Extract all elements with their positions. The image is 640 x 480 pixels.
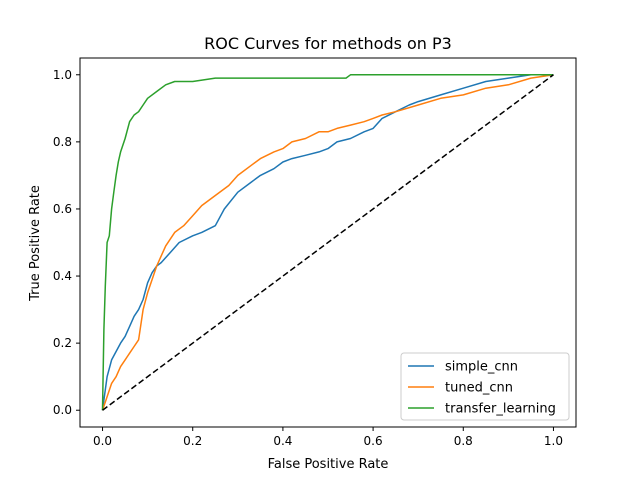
chart-title: ROC Curves for methods on P3 <box>204 34 452 53</box>
y-tick-label: 1.0 <box>53 68 72 82</box>
y-tick-label: 0.8 <box>53 135 72 149</box>
series-line-transfer-learning <box>101 74 554 411</box>
series-line-tuned-cnn <box>101 74 554 411</box>
y-tick-label: 0.2 <box>53 336 72 350</box>
legend-label: simple_cnn <box>445 360 518 375</box>
y-axis-label: True Positive Rate <box>28 185 43 302</box>
series-line-simple-cnn <box>101 74 554 411</box>
y-axis-ticks: 0.0 0.2 0.4 0.6 0.8 1.0 <box>53 68 80 417</box>
x-tick-label: 0.4 <box>273 434 292 448</box>
chance-diagonal-line <box>102 74 554 411</box>
y-tick-label: 0.0 <box>53 403 72 417</box>
x-axis-ticks: 0.0 0.2 0.4 0.6 0.8 1.0 <box>93 427 563 448</box>
plot-frame <box>79 57 577 428</box>
plot-lines <box>101 74 554 411</box>
x-tick-label: 0.2 <box>183 434 202 448</box>
legend: simple_cnn tuned_cnn transfer_learning <box>400 352 570 421</box>
x-tick-label: 1.0 <box>544 434 563 448</box>
x-tick-label: 0.0 <box>93 434 112 448</box>
legend-box <box>400 352 570 421</box>
x-tick-label: 0.6 <box>364 434 383 448</box>
x-axis-label: False Positive Rate <box>268 457 389 472</box>
x-tick-label: 0.8 <box>454 434 473 448</box>
legend-label: transfer_learning <box>445 402 556 417</box>
legend-label: tuned_cnn <box>445 381 513 396</box>
y-tick-label: 0.4 <box>53 269 72 283</box>
y-tick-label: 0.6 <box>53 202 72 216</box>
